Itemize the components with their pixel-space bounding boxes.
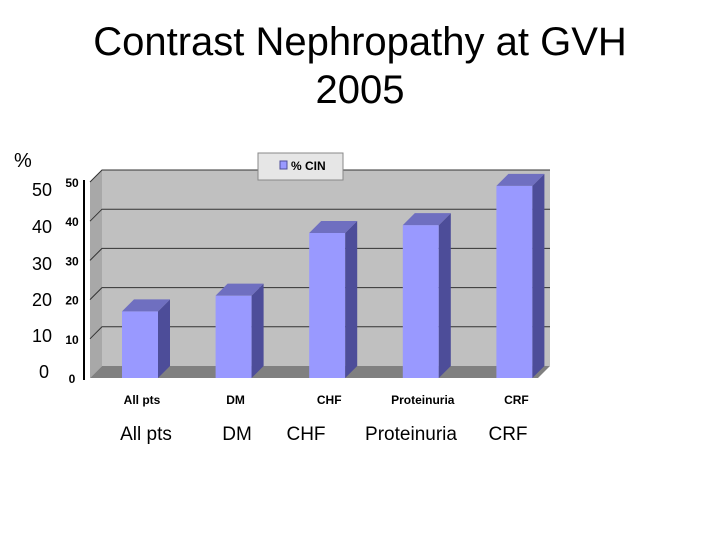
bar-front-all-pts (122, 311, 158, 378)
x-tick-label-chf: CHF (317, 393, 342, 407)
bar-front-chf (309, 232, 346, 378)
x-tick-label-crf: CRF (504, 393, 529, 407)
bar-front-crf (496, 185, 533, 378)
y-tick-label-30: 30 (65, 254, 79, 268)
bar-front-proteinuria (402, 225, 439, 378)
title-line-2: 2005 (315, 68, 405, 112)
y-tick-label-0: 0 (69, 372, 76, 386)
bar-top-all-pts (122, 299, 170, 312)
outer-x-label-crf: CRF (488, 424, 528, 445)
x-tick-label-dm: DM (226, 393, 245, 407)
y-tick-label-50: 50 (65, 176, 79, 190)
x-tick-label-proteinuria: Proteinuria (391, 393, 455, 407)
bar-dm (215, 283, 264, 378)
bar-top-proteinuria (402, 213, 451, 226)
bar-chf (309, 220, 358, 378)
bar-side-crf (532, 173, 545, 378)
gridline-10 (89, 326, 550, 340)
bar-side-chf (345, 220, 358, 378)
outer-x-label-proteinuria: Proteinuria (365, 424, 457, 445)
chart-side-wall (90, 170, 102, 378)
bar-top-crf (496, 173, 545, 186)
x-tick-label-all-pts: All pts (124, 393, 161, 407)
bar-all-pts (122, 299, 170, 378)
y-unit-label: % (14, 150, 32, 172)
bar-top-chf (309, 220, 358, 233)
outer-y-tick-30: 30 (31, 254, 53, 274)
bar-side-dm (251, 283, 264, 378)
y-tick-label-10: 10 (65, 333, 79, 347)
gridline-50 (89, 169, 550, 183)
y-tick-label-20: 20 (65, 294, 79, 308)
y-tick-label-40: 40 (65, 215, 79, 229)
legend-box (257, 152, 344, 181)
bar-side-all-pts (158, 299, 170, 378)
outer-y-tick-10: 10 (31, 326, 53, 346)
outer-x-label-all-pts: All pts (120, 424, 172, 445)
gridline-20 (89, 287, 550, 300)
outer-y-tick-40: 40 (31, 217, 53, 237)
bar-crf (496, 173, 545, 378)
bar-proteinuria (402, 213, 451, 378)
bar-top-dm (215, 283, 264, 296)
outer-x-label-chf: CHF (286, 424, 326, 445)
gridline-30 (89, 247, 550, 261)
gridline-40 (89, 208, 550, 222)
legend-label: % CIN (291, 159, 326, 173)
title-line-1: Contrast Nephropathy at GVH (93, 20, 627, 64)
outer-y-tick-0: 0 (38, 362, 49, 382)
outer-y-tick-50: 50 (31, 180, 53, 200)
legend-swatch (279, 160, 288, 170)
outer-y-tick-20: 20 (31, 290, 53, 310)
bar-front-dm (215, 295, 252, 378)
bar-side-proteinuria (438, 213, 451, 378)
slide-title: Contrast Nephropathy at GVH 2005 (0, 18, 720, 114)
outer-x-label-dm: DM (222, 424, 252, 445)
legend: % CIN (257, 152, 344, 181)
